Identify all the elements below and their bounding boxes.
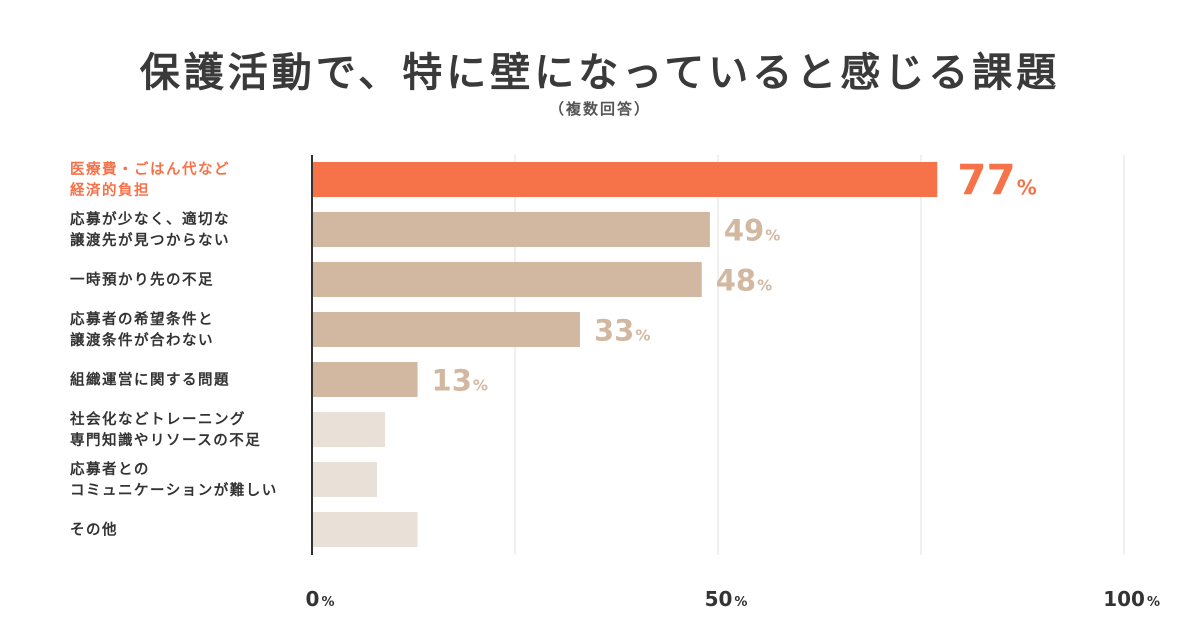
category-label: 譲渡条件が合わない [70, 331, 214, 349]
category-label: 譲渡先が見つからない [70, 231, 230, 249]
x-tick-label: 0% [306, 587, 335, 611]
chart-title: 保護活動で、特に壁になっていると感じる課題 [139, 50, 1061, 96]
bar [312, 312, 580, 347]
category-label: 応募者の希望条件と [70, 310, 214, 328]
category-label: 経済的負担 [70, 181, 150, 199]
category-label: 医療費・ごはん代など [70, 160, 230, 178]
value-label: 13% [432, 364, 488, 398]
chart-subtitle: （複数回答） [548, 100, 651, 118]
bar [312, 212, 710, 247]
category-label: その他 [70, 521, 118, 539]
value-label: 77% [957, 156, 1037, 205]
category-label: 一時預かり先の不足 [70, 271, 214, 289]
bar [312, 362, 418, 397]
category-label: 専門知識やリソースの不足 [70, 431, 261, 449]
bar [312, 412, 386, 447]
value-label: 33% [594, 314, 650, 348]
bar [312, 462, 377, 497]
bar [312, 162, 938, 197]
category-label: コミュニケーションが難しい [70, 481, 278, 499]
value-label: 49% [724, 214, 780, 248]
category-label: 組織運営に関する問題 [70, 371, 230, 389]
category-label: 応募が少なく、適切な [70, 210, 230, 228]
value-label: 48% [716, 264, 772, 298]
x-tick-label: 50% [705, 587, 748, 611]
bar [312, 262, 702, 297]
category-label: 応募者との [70, 460, 150, 478]
bar [312, 512, 418, 547]
x-tick-label: 100% [1103, 587, 1160, 611]
category-label: 社会化などトレーニング [69, 410, 246, 428]
